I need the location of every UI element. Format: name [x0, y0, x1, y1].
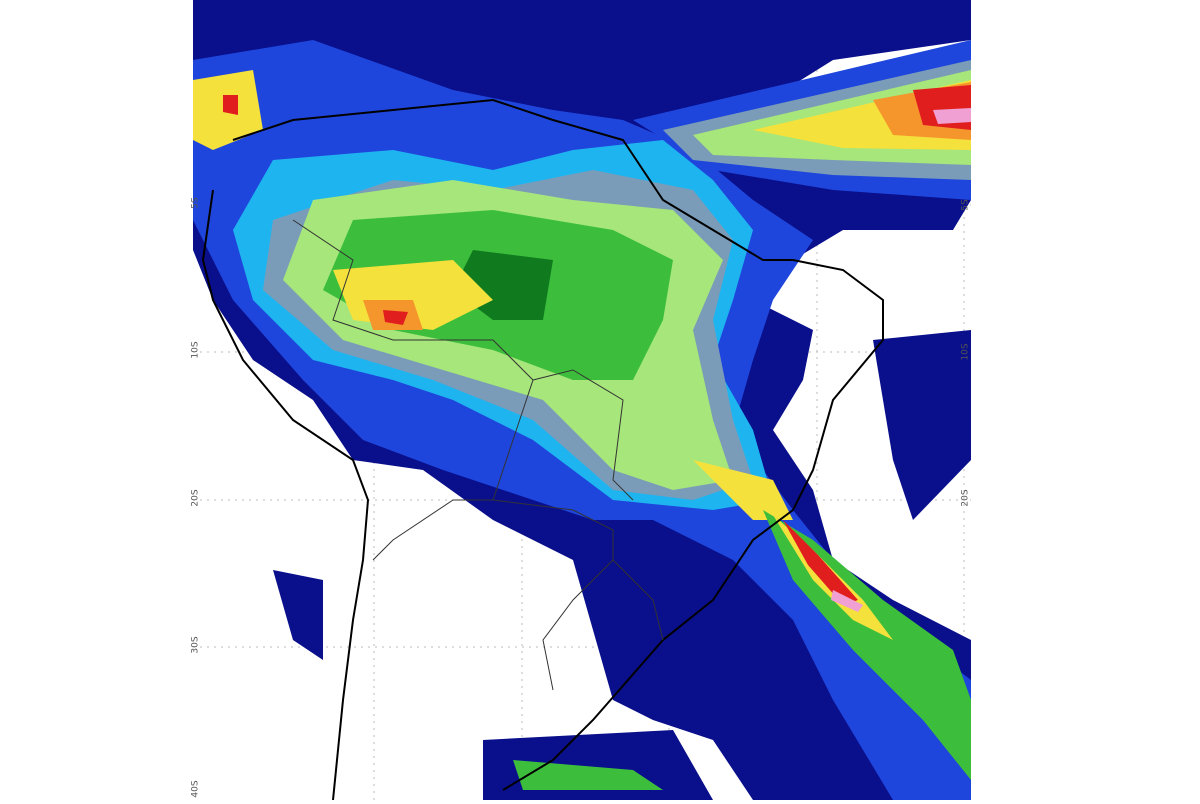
precipitation-field	[193, 0, 971, 800]
country-borders	[292, 219, 664, 691]
lat-label-right: 20S	[960, 489, 971, 507]
lat-label-right: 5S	[960, 199, 971, 211]
lat-label-right: 10S	[960, 343, 971, 361]
lat-label-left: 5S	[190, 197, 201, 209]
coastline	[201, 98, 884, 801]
lat-label-left: 40S	[190, 780, 201, 798]
lat-label-left: 30S	[190, 636, 201, 654]
map-canvas	[193, 0, 971, 801]
lat-label-left: 10S	[190, 341, 201, 359]
precipitation-map: .c-navy{fill:#0a0f8c}.c-blue{fill:#1e46d…	[193, 0, 971, 801]
lat-label-left: 20S	[190, 489, 201, 507]
